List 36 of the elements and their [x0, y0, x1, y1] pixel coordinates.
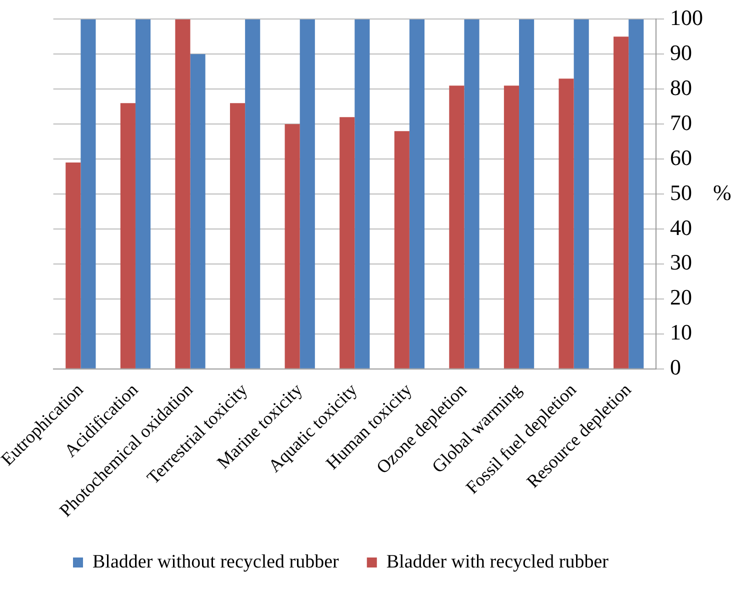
bar: [409, 19, 425, 368]
legend-label: Bladder without recycled rubber: [92, 551, 340, 572]
y-tick-label: 90: [670, 40, 692, 65]
y-tick-label: 40: [670, 214, 692, 240]
y-tick-label: 80: [670, 74, 692, 100]
bar: [80, 19, 96, 368]
bar: [394, 131, 410, 368]
bar: [464, 19, 480, 368]
bar: [284, 124, 300, 368]
bar: [504, 86, 520, 368]
bar: [558, 78, 574, 368]
bar: [300, 19, 315, 368]
y-tick-label: 30: [670, 250, 692, 275]
bar: [614, 36, 629, 368]
y-tick-label: 20: [670, 284, 692, 310]
bar: [519, 19, 534, 368]
bar: [190, 54, 206, 368]
bar: [574, 19, 589, 368]
bar: [354, 19, 370, 368]
y-tick-label: 100: [670, 4, 703, 30]
bar: [120, 103, 136, 368]
y-tick-label: 60: [670, 144, 692, 170]
bar: [340, 117, 355, 368]
bar: [628, 19, 644, 368]
bar: [135, 19, 151, 368]
legend-label: Bladder with recycled rubber: [386, 551, 610, 572]
bar: [245, 19, 260, 368]
bar: [230, 103, 246, 368]
y-tick-label: 0: [670, 354, 681, 380]
y-tick-label: 70: [670, 110, 692, 135]
bar: [66, 162, 81, 368]
y-axis-title: %: [713, 180, 732, 205]
bar: [449, 86, 464, 368]
y-tick-label: 50: [670, 180, 692, 205]
y-tick-label: 10: [670, 320, 692, 345]
bar: [175, 19, 190, 368]
